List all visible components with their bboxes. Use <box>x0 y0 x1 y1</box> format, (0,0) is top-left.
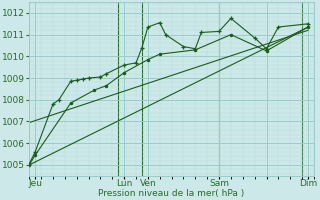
X-axis label: Pression niveau de la mer( hPa ): Pression niveau de la mer( hPa ) <box>99 189 245 198</box>
